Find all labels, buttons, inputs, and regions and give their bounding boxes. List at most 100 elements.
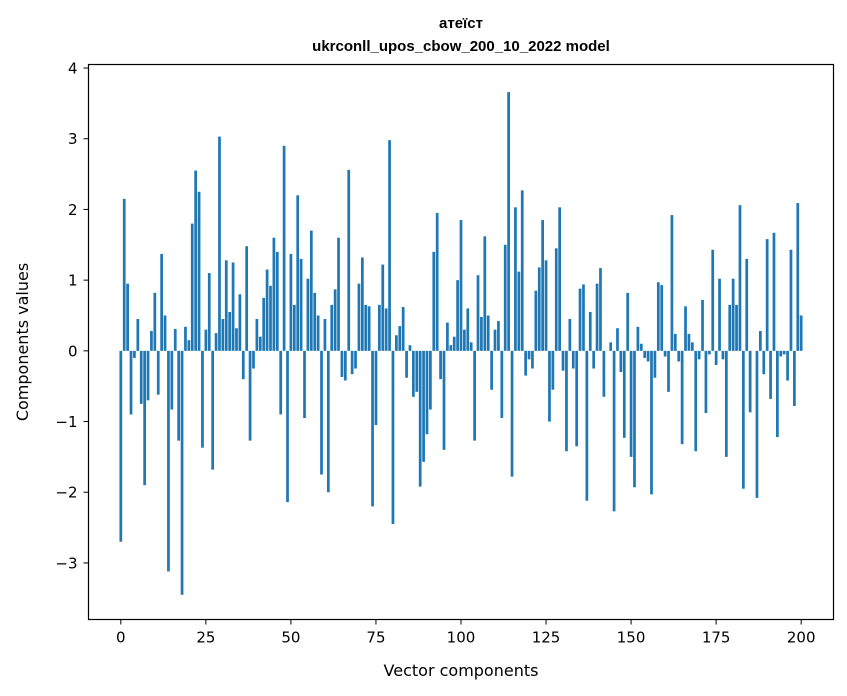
y-axis-label: Components values	[13, 263, 32, 421]
bar-62	[330, 304, 334, 351]
bar-13	[163, 315, 167, 351]
bar-51	[292, 304, 296, 351]
bar-27	[211, 350, 215, 470]
bar-115	[510, 350, 514, 477]
bar-28	[214, 333, 218, 351]
bar-160	[663, 350, 667, 357]
bar-163	[673, 333, 677, 351]
bar-118	[520, 190, 524, 351]
bar-15	[170, 350, 174, 410]
bar-11	[156, 350, 160, 395]
bar-44	[269, 285, 272, 351]
plot-frame	[87, 63, 835, 621]
bar-53	[299, 258, 303, 351]
bar-130	[561, 350, 565, 371]
bar-167	[687, 333, 691, 351]
bar-188	[759, 331, 762, 351]
bar-199	[796, 203, 800, 351]
bar-144	[609, 342, 613, 351]
bar-139	[592, 350, 596, 369]
bar-48	[282, 145, 286, 351]
bar-35	[238, 294, 242, 351]
x-tick-label: 100	[447, 629, 476, 647]
bar-119	[524, 350, 527, 376]
bar-66	[343, 350, 347, 381]
bar-165	[680, 350, 684, 445]
bar-97	[449, 345, 453, 351]
bar-54	[303, 350, 306, 419]
x-tick-label: 125	[532, 629, 561, 647]
bar-57	[313, 292, 317, 351]
bar-24	[201, 350, 204, 448]
bar-19	[184, 326, 187, 351]
bar-75	[374, 350, 378, 426]
bar-21	[190, 223, 194, 351]
x-tick-label: 25	[196, 629, 215, 647]
bar-7	[143, 350, 146, 486]
bar-172	[704, 350, 708, 414]
bar-102	[466, 308, 470, 351]
bar-31	[224, 260, 228, 351]
bar-18	[180, 350, 184, 595]
bar-72	[364, 304, 368, 351]
y-tick-label: 1	[68, 272, 78, 290]
bar-108	[486, 315, 490, 351]
bar-173	[707, 350, 711, 355]
bar-198	[793, 350, 796, 406]
bar-34	[235, 328, 238, 351]
bar-92	[432, 251, 436, 351]
bar-87	[415, 350, 419, 392]
bar-193	[776, 350, 779, 438]
bar-26	[207, 273, 211, 351]
bar-56	[309, 230, 313, 351]
bar-114	[507, 92, 510, 351]
bar-3	[129, 350, 133, 415]
bar-60	[323, 319, 327, 351]
bar-113	[503, 244, 507, 351]
y-tick-label: 3	[68, 130, 78, 148]
bar-162	[670, 215, 674, 351]
bar-61	[326, 350, 330, 493]
bar-132	[568, 319, 572, 351]
bar-9	[150, 331, 153, 351]
bar-82	[398, 326, 402, 351]
bar-156	[650, 350, 653, 495]
chart-title: атеїст	[439, 15, 483, 32]
bar-196	[786, 350, 789, 381]
bar-10	[153, 292, 157, 351]
y-tick-label: −3	[55, 554, 77, 572]
x-tick-label: 200	[787, 629, 816, 647]
bar-93	[435, 212, 439, 351]
bar-67	[347, 169, 351, 351]
bar-155	[646, 350, 650, 362]
bar-161	[667, 350, 670, 392]
x-tick-label: 175	[702, 629, 731, 647]
bar-8	[146, 350, 150, 401]
bar-90	[425, 350, 429, 435]
x-axis-label: Vector components	[384, 661, 539, 680]
bar-176	[718, 278, 721, 351]
bar-69	[354, 350, 357, 369]
y-tick-label: −1	[55, 413, 77, 431]
bar-116	[514, 207, 517, 351]
bar-63	[333, 289, 337, 351]
bar-152	[636, 326, 640, 351]
chart-subtitle: ukrconll_upos_cbow_200_10_2022 model	[312, 38, 610, 55]
bar-25	[204, 329, 208, 351]
bar-133	[571, 350, 575, 369]
bar-171	[701, 299, 704, 351]
bar-110	[493, 329, 497, 351]
bar-179	[728, 304, 732, 351]
bar-100	[459, 220, 463, 351]
bar-23	[197, 191, 201, 351]
bars-group	[119, 92, 803, 595]
bar-16	[173, 328, 177, 351]
bar-147	[619, 350, 623, 373]
bar-121	[531, 350, 534, 369]
bar-157	[653, 350, 657, 378]
bar-74	[371, 350, 374, 507]
bar-190	[765, 239, 769, 351]
x-ticks-group: 0 25 50 75 100 125 150 175 200	[116, 619, 816, 647]
bar-129	[558, 207, 562, 351]
x-tick-label: 50	[281, 629, 300, 647]
